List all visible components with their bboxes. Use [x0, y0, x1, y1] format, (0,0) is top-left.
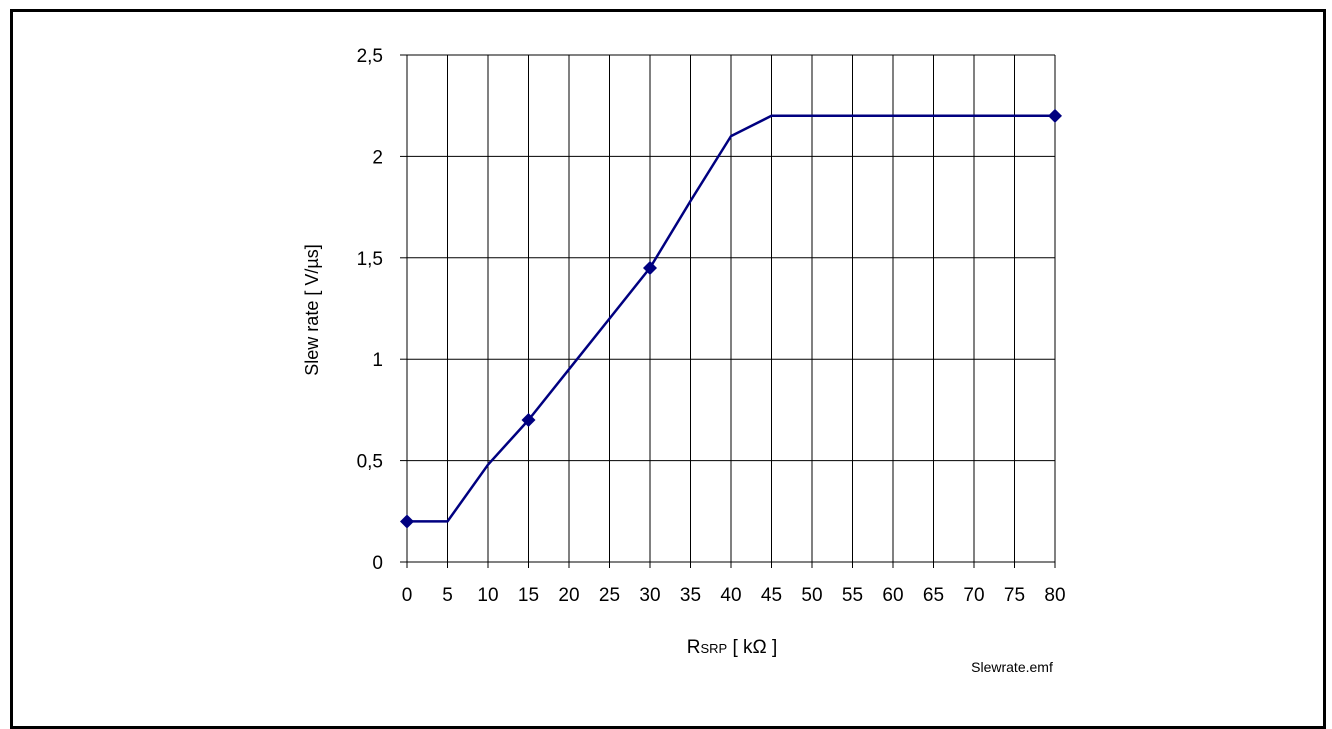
x-tick-labels: 0 5 10 15 20 25 30 35 40 45 50 55 60 65 70 75 80	[402, 585, 1066, 606]
chart-grid	[400, 54, 1056, 568]
x-tick-label: 65	[923, 585, 944, 606]
data-point-marker	[643, 260, 657, 275]
x-tick-label: 40	[720, 585, 741, 606]
x-axis-label-subscript: SRP	[700, 641, 727, 656]
y-axis-label: Slew rate [ V/µs]	[302, 244, 322, 375]
x-tick-label: 80	[1044, 585, 1065, 606]
x-tick-label: 10	[477, 585, 498, 606]
y-tick-label: 2,5	[357, 46, 383, 67]
x-tick-label: 45	[761, 585, 782, 606]
y-tick-label: 0	[372, 553, 383, 574]
series-group	[400, 108, 1062, 529]
x-tick-label: 55	[842, 585, 863, 606]
data-point-marker	[521, 413, 536, 428]
x-tick-label: 60	[882, 585, 903, 606]
x-tick-label: 5	[442, 585, 453, 606]
x-tick-label: 0	[402, 585, 413, 606]
y-tick-label: 1,5	[357, 249, 383, 270]
series-line	[407, 114, 1055, 523]
x-tick-label: 15	[518, 585, 539, 606]
x-axis-label-main: R	[687, 637, 701, 658]
x-tick-label: 75	[1004, 585, 1025, 606]
x-tick-label: 25	[599, 585, 620, 606]
data-point-marker	[1048, 108, 1062, 123]
x-tick-label: 35	[680, 585, 701, 606]
x-axis-label: RSRP [ kΩ ]	[687, 637, 778, 658]
y-tick-labels: 0 0,5 1 1,5 2 2,5	[357, 46, 383, 574]
y-tick-label: 0,5	[357, 452, 383, 473]
data-point-marker	[400, 514, 414, 529]
footnote-filename: Slewrate.emf	[971, 659, 1053, 675]
x-axis-label-unit: [ kΩ ]	[727, 637, 777, 658]
x-tick-label: 70	[963, 585, 984, 606]
y-tick-label: 1	[372, 350, 383, 371]
x-tick-label: 20	[558, 585, 579, 606]
x-tick-label: 30	[639, 585, 660, 606]
x-tick-label: 50	[801, 585, 822, 606]
y-tick-label: 2	[372, 147, 383, 168]
